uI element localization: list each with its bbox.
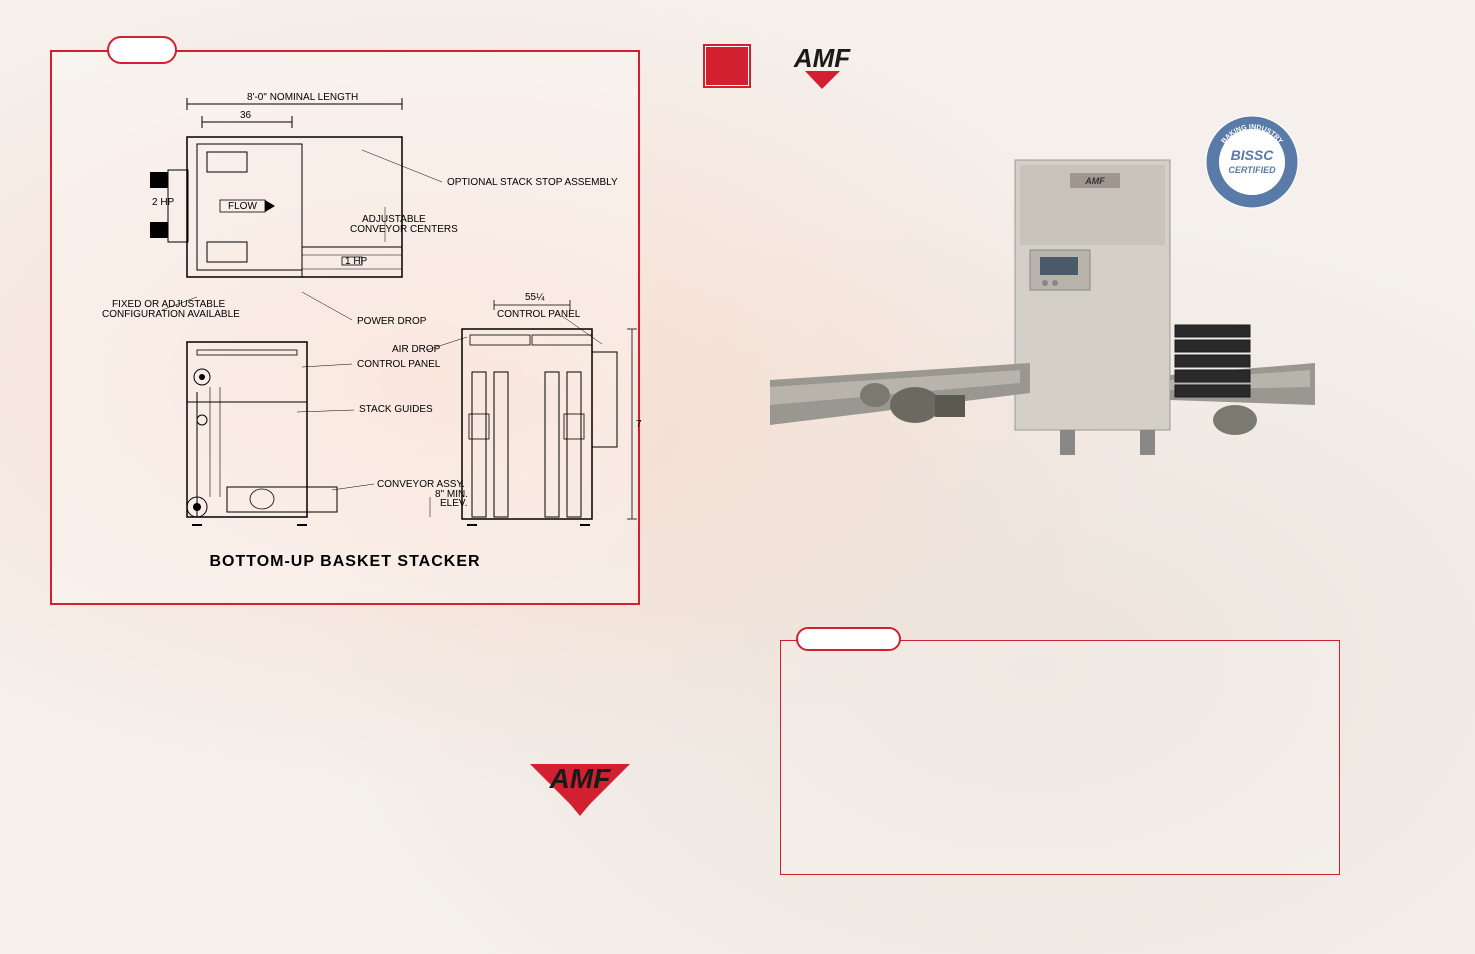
dim-36: 36: [240, 110, 252, 121]
amf-logo-top: AMF: [770, 45, 875, 93]
amf-logo-text: AMF: [549, 764, 612, 794]
info-frame: [780, 640, 1340, 875]
callout-air-drop: AIR DROP: [392, 344, 441, 355]
equipment-photo: AMF: [760, 145, 1315, 455]
flow-label: FLOW: [228, 201, 257, 212]
callout-fixed-adjustable: FIXED OR ADJUSTABLE CONFIGURATION AVAILA…: [102, 299, 240, 320]
motor-1hp: 1 HP: [345, 256, 368, 267]
amf-logo-text-top: AMF: [793, 45, 851, 73]
diagram-frame: 8'-0" NOMINAL LENGTH 36 2 HP FLOW: [50, 50, 640, 605]
callout-stack-stop: OPTIONAL STACK STOP ASSEMBLY: [447, 177, 618, 188]
callout-control-panel-2: CONTROL PANEL: [497, 309, 581, 320]
dim-77: 77¼: [636, 418, 642, 430]
equipment-amf-label: AMF: [1084, 176, 1105, 186]
callout-power-drop: POWER DROP: [357, 316, 427, 327]
motor-label: 2 HP: [152, 197, 175, 208]
technical-diagram: 8'-0" NOMINAL LENGTH 36 2 HP FLOW: [102, 92, 642, 532]
callout-control-panel-1: CONTROL PANEL: [357, 359, 441, 370]
dim-nominal-length: 8'-0" NOMINAL LENGTH: [247, 92, 358, 103]
accent-bar: [703, 44, 751, 88]
diagram-title: BOTTOM-UP BASKET STACKER: [52, 553, 638, 571]
amf-logo-bottom: AMF: [520, 764, 640, 834]
dim-55: 55¼: [525, 291, 545, 303]
diagram-tab-pill: [107, 36, 177, 64]
callout-adjustable-conveyor: ADJUSTABLE CONVEYOR CENTERS: [350, 214, 458, 235]
info-tab-pill: [796, 627, 901, 651]
callout-stack-guides: STACK GUIDES: [359, 404, 433, 415]
dim-min-elev: 8" MIN. ELEV.: [435, 489, 471, 509]
